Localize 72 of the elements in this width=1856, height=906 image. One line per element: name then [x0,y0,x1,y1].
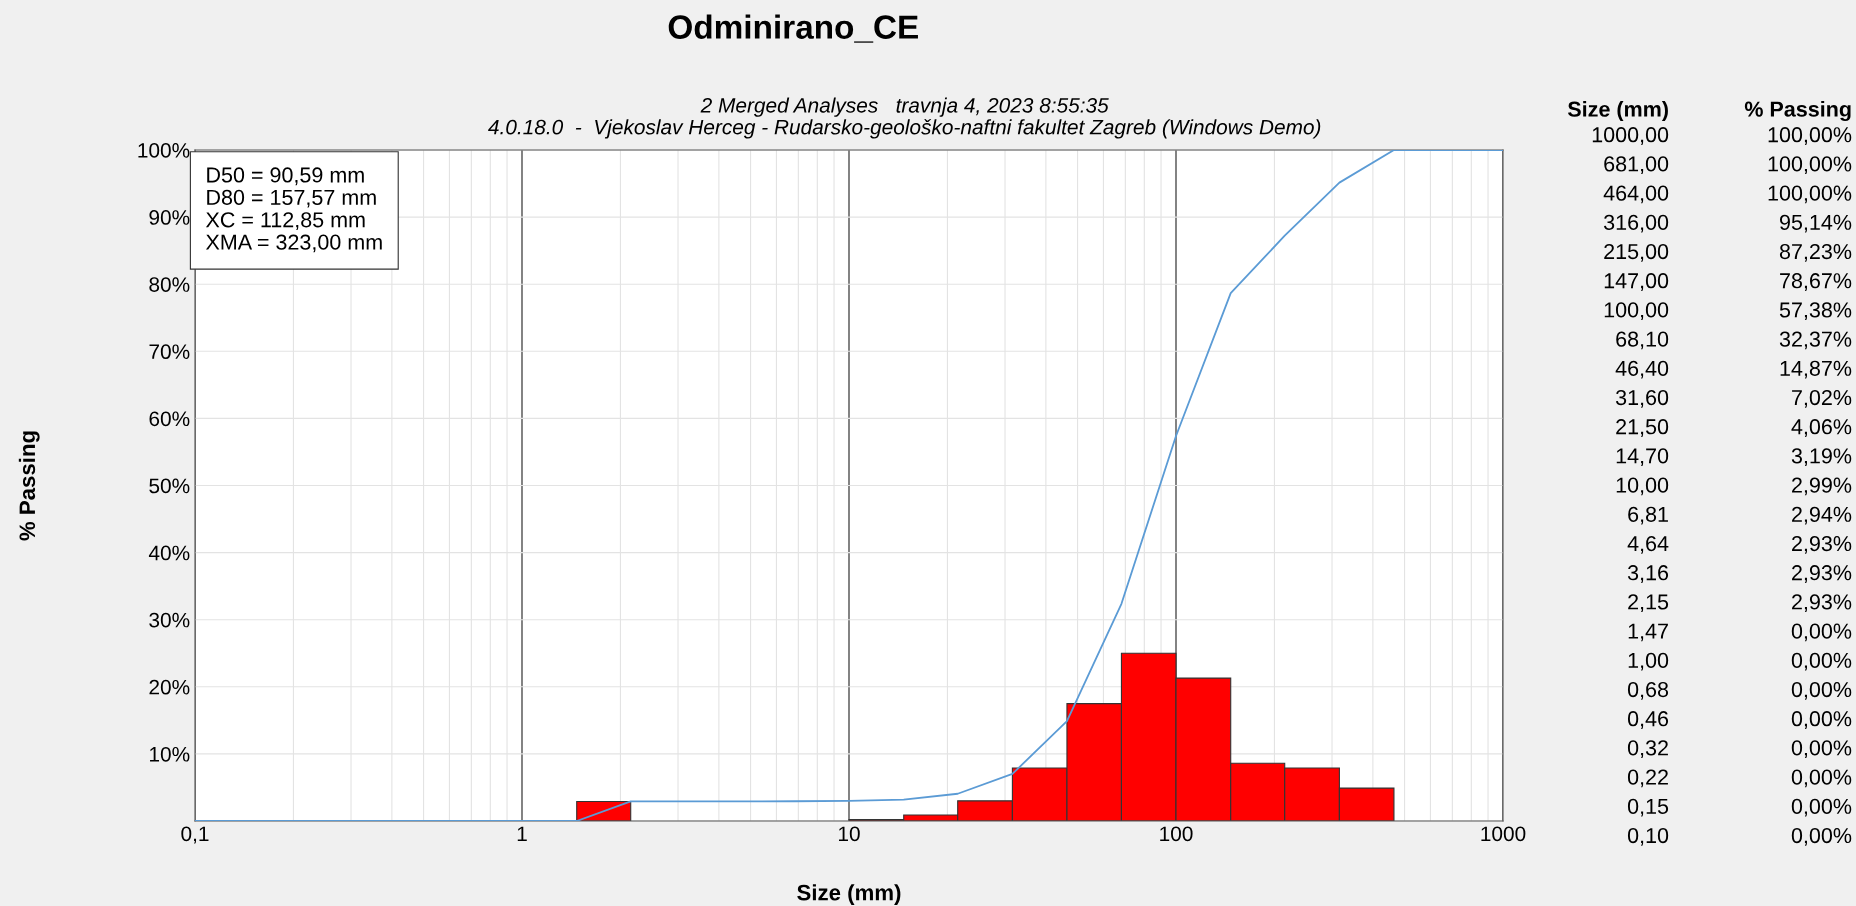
text: 7,02% [1792,389,1852,408]
text: 6,81 [1628,506,1668,525]
text: 0,00% [1791,711,1852,729]
text: % Passing [1744,100,1851,122]
text: 0,00% [1791,798,1852,817]
text: 68,10 [1616,331,1669,350]
text: 3,19% [1791,448,1852,467]
text: 10,00 [1616,477,1669,496]
y-tick-label: 70% [149,344,190,360]
y-tick-label: 100% [138,143,190,158]
text: 1000,00 [1592,127,1669,145]
y-tick-label: 60% [149,411,190,427]
text: 2,93% [1792,594,1852,613]
text: 2,94% [1792,506,1852,525]
text: 0,00% [1791,740,1852,759]
text: 2,99% [1792,477,1852,496]
x-tick-label: 1000 [1481,826,1526,842]
x-tick-label: 1 [517,826,527,841]
text: 1,00 [1628,652,1669,671]
text: 31,60 [1615,389,1669,408]
text: 87,23% [1779,243,1852,262]
text: 0,46 [1627,711,1669,729]
text: 0,68 [1627,681,1669,700]
text: 21,50 [1616,419,1669,437]
y-tick-label: 90% [149,210,190,225]
text: 0,10 [1627,827,1669,846]
text: 57,38% [1779,302,1852,321]
text: 32,37% [1779,331,1852,350]
text: 0,32 [1627,740,1668,759]
text: 100,00 [1604,302,1669,321]
text: 0,00% [1791,827,1852,846]
text: 2,15 [1628,594,1669,613]
text: 100,00% [1768,156,1852,175]
y-tick-label: 30% [149,612,190,628]
text: 1,47 [1628,623,1668,642]
chart-title: Odminirano_CE [668,14,918,43]
x-tick-label: 10 [839,826,860,842]
y-tick-label: 80% [149,277,190,292]
text: 681,00 [1604,156,1669,175]
text: 0,00% [1791,681,1852,700]
text: 2,93% [1792,535,1852,554]
x-tick-label: 0,1 [181,826,209,844]
y-axis-title: % Passing [18,431,40,541]
text: 215,00 [1604,243,1669,262]
y-tick-label: 10% [150,746,190,762]
y-tick-label: 20% [149,679,190,695]
text: 2,93% [1792,565,1852,583]
text: 4,06% [1791,419,1852,437]
text: 0,15 [1627,798,1669,817]
text: 3,16 [1627,565,1669,583]
text: 100,00% [1768,127,1852,145]
y-tick-label: 50% [149,478,190,494]
text: 147,00 [1604,273,1669,291]
y-tick-label: 40% [148,545,190,561]
text: 0,22 [1627,769,1668,788]
text: Size (mm) [1567,100,1668,122]
x-axis-title: Size (mm) [797,884,901,905]
text: 14,70 [1616,448,1669,467]
text: 0,00% [1791,769,1852,788]
text: 95,14% [1780,214,1852,233]
chart-subtitle: 2 Merged Analyses travnja 4, 2023 8:55:35 4.0.18.0 - Vjekoslav Herceg - Rudarsko-geološko-naftni fakultet Zagreb (Windows Demo) [488,97,1321,139]
annotation: D50 = 90,59 mm D80 = 157,57 mm XC = 112,85 mm XMA = 323,00 mm [205,167,382,253]
text: 0,00% [1791,623,1852,642]
x-tick-label: 100 [1160,826,1193,842]
text: 78,67% [1780,273,1852,291]
text: 14,87% [1780,360,1852,379]
text: 0,00% [1791,652,1852,671]
text: 46,40 [1615,360,1669,379]
text: 464,00 [1603,185,1669,204]
text: 316,00 [1603,214,1669,233]
text: 100,00% [1768,185,1852,204]
text: 4,64 [1627,535,1669,554]
